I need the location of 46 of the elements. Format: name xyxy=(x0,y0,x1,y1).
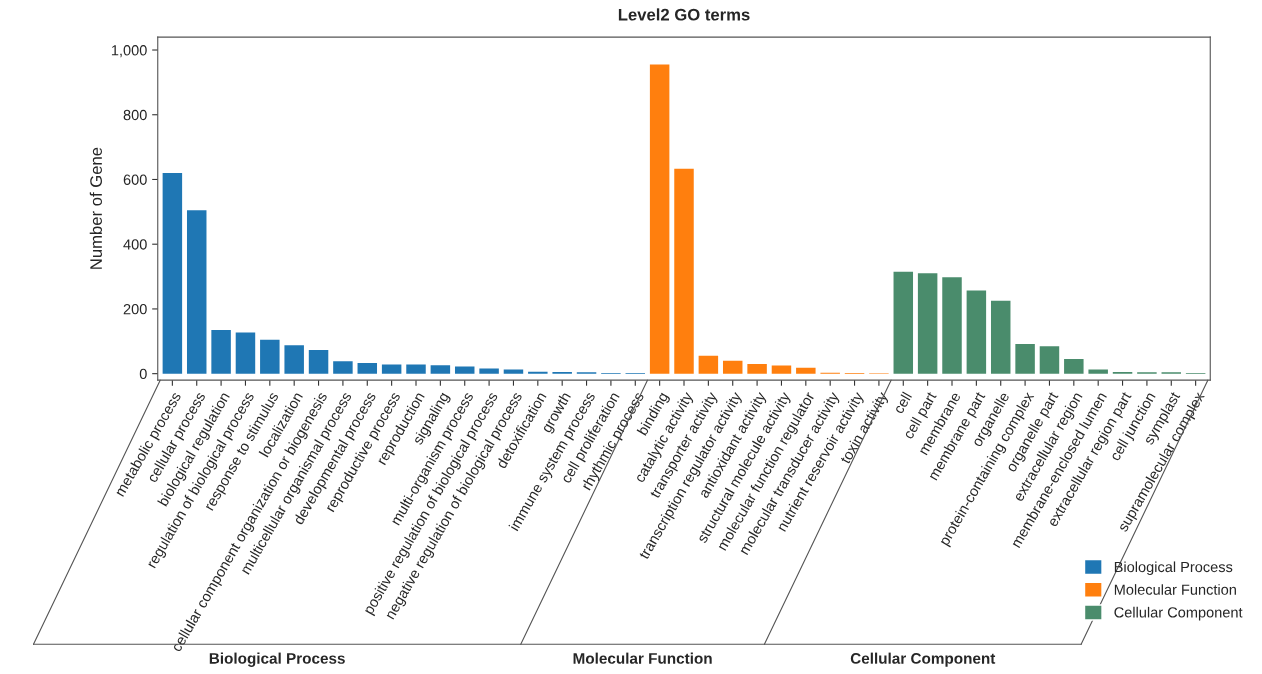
y-tick-label: 800 xyxy=(123,109,147,121)
y-tick-label: 0 xyxy=(139,368,147,380)
legend-label: Molecular Function xyxy=(1114,584,1236,595)
bar xyxy=(893,271,914,374)
bar xyxy=(381,364,402,374)
text: Molecular Function xyxy=(573,652,712,664)
y-tick-label: 400 xyxy=(123,239,147,250)
y-tick-label: 1,000 xyxy=(111,45,147,58)
bar xyxy=(942,277,962,374)
text: Cellular Component xyxy=(850,652,996,667)
legend-label: Biological Process xyxy=(1114,561,1233,576)
bar xyxy=(1039,346,1060,374)
bar xyxy=(1015,343,1035,374)
bar xyxy=(722,360,743,374)
bar xyxy=(260,339,280,374)
bar xyxy=(357,362,378,374)
bar xyxy=(503,369,524,374)
bar xyxy=(308,350,329,374)
y-tick-label: 600 xyxy=(123,174,147,185)
bar xyxy=(747,363,767,374)
bar xyxy=(235,332,256,374)
bar xyxy=(479,368,499,374)
bar xyxy=(211,329,231,374)
bar xyxy=(771,365,792,374)
bar xyxy=(966,290,987,374)
chart-title: Level2 GO terms xyxy=(618,8,750,21)
text: Biological Process xyxy=(209,652,345,667)
y-axis-title: Number of Gene xyxy=(89,147,102,269)
bar xyxy=(1064,359,1084,374)
bar xyxy=(1088,369,1108,374)
bar xyxy=(162,173,183,374)
bar xyxy=(917,273,938,374)
bar xyxy=(186,210,207,374)
x-tick-label: cell xyxy=(892,391,913,415)
bar xyxy=(284,345,304,374)
bar xyxy=(796,367,816,374)
y-tick-label: 200 xyxy=(123,304,147,315)
bar xyxy=(454,366,475,374)
bar xyxy=(698,355,719,374)
bar xyxy=(674,168,694,374)
bar xyxy=(333,361,353,374)
bar xyxy=(406,364,426,374)
bar xyxy=(430,365,451,374)
legend-label: Cellular Component xyxy=(1114,606,1243,621)
bar xyxy=(990,300,1011,374)
bar xyxy=(649,64,670,374)
